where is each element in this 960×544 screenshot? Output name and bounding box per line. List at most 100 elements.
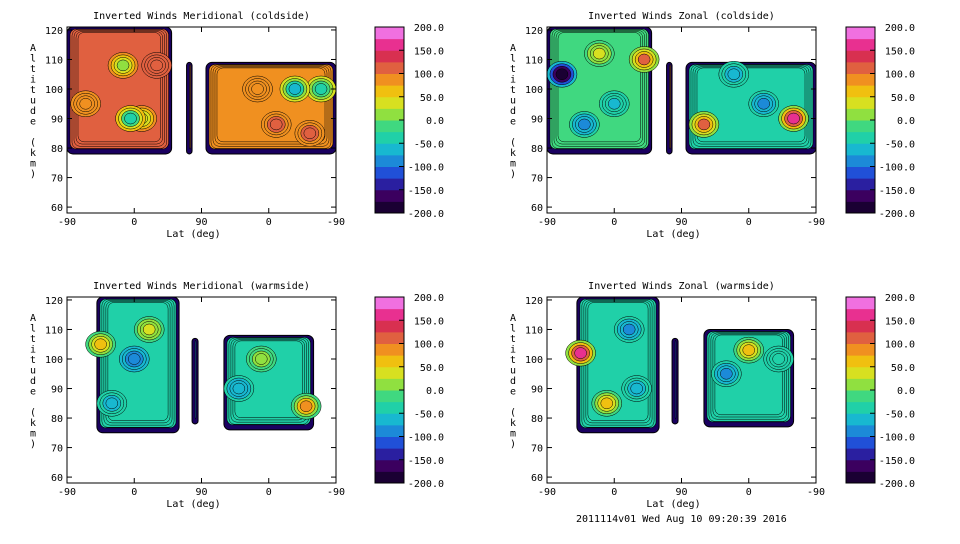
- x-tick-label: -90: [807, 487, 825, 498]
- panel-1: Inverted Winds Meridional (coldside) 60 70…: [30, 11, 444, 240]
- panel-4: Inverted Winds Zonal (warmside) 60 70 80 90 1…: [510, 281, 915, 510]
- colorbar-band: [375, 297, 404, 310]
- y-tick-label: 80: [531, 414, 543, 425]
- colorbar-band: [375, 96, 404, 109]
- y-tick-label: 110: [525, 325, 543, 336]
- colorbar-band: [375, 27, 404, 40]
- contour-blob: [600, 397, 614, 410]
- x-tick-label: 0: [746, 217, 752, 228]
- y-tick-label: 100: [45, 85, 63, 96]
- colorbar-band: [846, 308, 875, 321]
- colorbar-band: [846, 154, 875, 167]
- colorbar-band: [375, 331, 404, 344]
- y-tick-label: 110: [45, 55, 63, 66]
- contour-line: [692, 65, 810, 147]
- y-tick-label: 120: [45, 296, 63, 307]
- colorbar-band: [846, 331, 875, 344]
- colorbar-tick-label: -200.0: [879, 479, 915, 490]
- y-tick-label: 120: [525, 26, 543, 37]
- contour-blob: [79, 98, 92, 110]
- x-axis-label: Lat (deg): [646, 499, 700, 510]
- colorbar-band: [375, 459, 404, 472]
- contour-blob: [593, 47, 606, 60]
- colorbar-band: [846, 143, 875, 156]
- colorbar-tick-label: 200.0: [414, 23, 444, 34]
- colorbar-band: [375, 50, 404, 63]
- colorbar-tick-label: 100.0: [885, 70, 915, 81]
- x-tick-label: 90: [675, 487, 687, 498]
- x-tick-label: 0: [746, 487, 752, 498]
- contour-line: [105, 301, 171, 424]
- colorbar-band: [846, 201, 875, 214]
- colorbar-band: [846, 436, 875, 449]
- colorbar-band: [375, 38, 404, 51]
- colorbar-tick-label: 150.0: [885, 316, 915, 327]
- colorbar-band: [375, 390, 404, 403]
- y-tick-label: 60: [51, 473, 63, 484]
- contour-line: [77, 32, 161, 143]
- x-tick-label: -90: [807, 217, 825, 228]
- colorbar-band: [375, 154, 404, 167]
- colorbar-band: [846, 390, 875, 403]
- colorbar-tick-label: 200.0: [885, 293, 915, 304]
- contour-line: [103, 300, 173, 426]
- contour-blob: [251, 83, 264, 95]
- colorbar-band: [375, 320, 404, 333]
- x-tick-label: -90: [538, 487, 556, 498]
- colorbar-tick-label: -150.0: [408, 186, 444, 197]
- colorbar-tick-label: -150.0: [408, 456, 444, 467]
- colorbar-band: [846, 471, 875, 484]
- y-tick-label: 60: [51, 203, 63, 214]
- colorbar-tick-label: 0.0: [897, 386, 915, 397]
- colorbar-band: [846, 401, 875, 414]
- contour-blob: [150, 59, 163, 72]
- chart-title: Inverted Winds Zonal (coldside): [588, 11, 775, 22]
- colorbar-band: [375, 378, 404, 391]
- colorbar-band: [375, 201, 404, 214]
- contour-blob: [555, 68, 569, 80]
- colorbar-band: [846, 378, 875, 391]
- colorbar-tick-label: 50.0: [420, 363, 444, 374]
- colorbar-band: [846, 38, 875, 51]
- colorbar-band: [846, 424, 875, 437]
- colorbar-tick-label: 150.0: [885, 46, 915, 57]
- colorbar-band: [846, 73, 875, 86]
- contour-blob: [128, 353, 141, 365]
- y-tick-label: 90: [51, 385, 63, 396]
- contour-blob: [772, 353, 785, 365]
- contour-field-4: [565, 297, 795, 434]
- colorbar-band: [846, 50, 875, 63]
- colorbar-band: [846, 413, 875, 426]
- colorbar-band: [846, 459, 875, 472]
- region-fill: [69, 28, 169, 150]
- region-fill: [189, 64, 191, 150]
- colorbar-band: [846, 448, 875, 461]
- colorbar-tick-label: 200.0: [885, 23, 915, 34]
- y-tick-label: 100: [525, 355, 543, 366]
- y-tick-label: 100: [45, 355, 63, 366]
- contour-line: [101, 299, 175, 428]
- contour-blob: [630, 382, 643, 395]
- colorbar-tick-label: -50.0: [414, 409, 444, 420]
- contour-line: [214, 66, 328, 145]
- colorbar-band: [846, 355, 875, 368]
- contour-blob: [94, 338, 107, 350]
- chart-title: Inverted Winds Meridional (coldside): [93, 11, 310, 22]
- colorbar-tick-label: -200.0: [408, 209, 444, 220]
- colorbar-band: [375, 131, 404, 144]
- contour-blob: [314, 83, 328, 95]
- colorbar-band: [375, 401, 404, 414]
- y-tick-label: 70: [531, 444, 543, 455]
- x-tick-label: -90: [58, 487, 76, 498]
- contour-blob: [142, 323, 156, 336]
- colorbar-band: [375, 366, 404, 379]
- x-tick-label: 0: [611, 217, 617, 228]
- x-tick-label: 90: [675, 217, 687, 228]
- colorbar-band: [846, 27, 875, 40]
- y-tick-label: 70: [51, 174, 63, 185]
- colorbar-tick-label: 150.0: [414, 316, 444, 327]
- contour-blob: [124, 112, 137, 125]
